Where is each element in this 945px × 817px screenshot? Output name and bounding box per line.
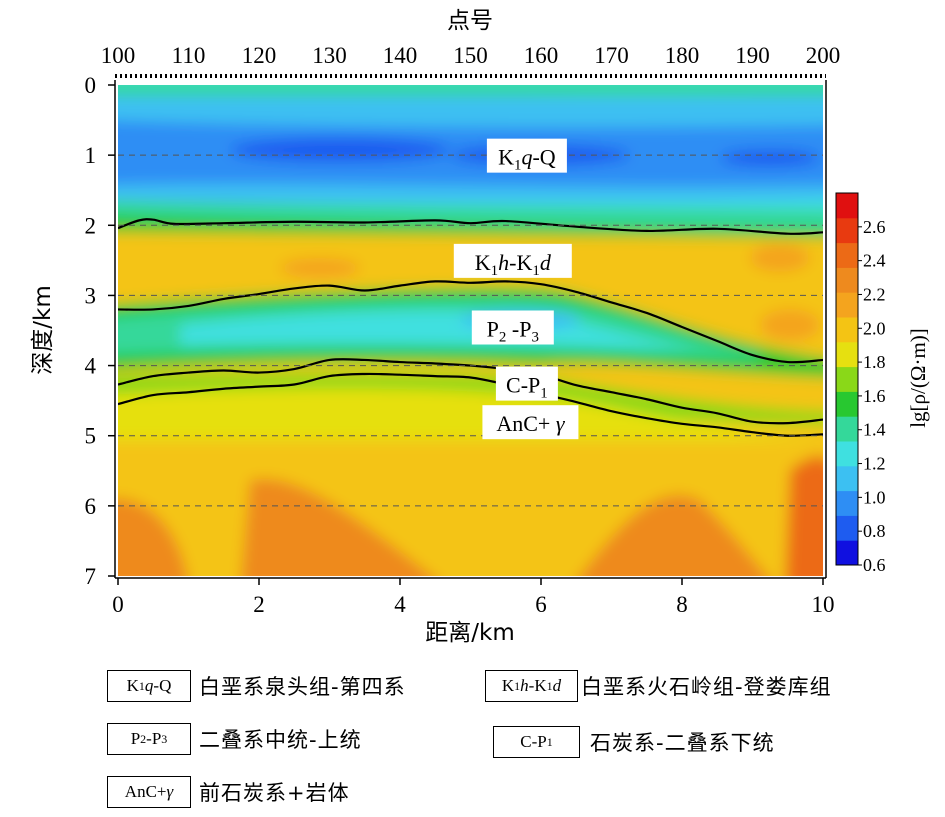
top-tick-label: 130 (312, 43, 347, 68)
top-tick-label: 160 (524, 43, 559, 68)
y-tick-label: 5 (85, 424, 97, 449)
colorbar-swatch (836, 515, 858, 541)
legend-desc-2: 二叠系中统-上统 (199, 728, 362, 752)
legend-code-0: K 1 q -Q (107, 670, 191, 702)
layer-label-1: K1h-K1d (453, 243, 572, 279)
colorbar-swatch (836, 465, 858, 492)
layer-label-3: C-P1 (495, 366, 558, 402)
y-tick-label: 0 (85, 73, 97, 98)
colorbar-swatch (836, 242, 858, 268)
y-tick-label: 2 (85, 213, 97, 238)
colorbar-tick-label: 1.2 (863, 454, 886, 474)
top-tick-label: 150 (453, 43, 488, 68)
colorbar-tick-label: 2.2 (863, 284, 886, 304)
top-axis-title: 点号 (447, 8, 493, 34)
top-tick-label: 200 (806, 43, 841, 68)
boundary-b1 (118, 218, 823, 235)
colorbar-swatch (836, 540, 858, 566)
colorbar-tick-label: 2.0 (863, 318, 886, 338)
top-tick-label: 180 (665, 43, 700, 68)
boundary-b4 (118, 372, 823, 437)
legend-desc-3: 石炭系-二叠系下统 (590, 731, 775, 755)
top-tick-label: 140 (383, 43, 418, 68)
layer-labels: K1q-Q K1h-K1d P2 -P3 C-P1 AnC+ γ (453, 138, 579, 440)
x-tick-label: 10 (812, 592, 835, 617)
colorbar-swatch (836, 317, 858, 343)
top-tick-label: 170 (594, 43, 629, 68)
y-tick-label: 6 (85, 494, 97, 519)
legend-code-4: AnC+ γ (107, 776, 191, 808)
colorbar-tick-label: 0.6 (863, 555, 886, 575)
top-tick-label: 190 (735, 43, 770, 68)
svg-text:P2 -P3: P2 -P3 (487, 317, 539, 346)
colorbar-swatch (836, 217, 858, 244)
legend-desc-0: 白垩系泉头组-第四系 (199, 675, 406, 699)
colorbar-tick-label: 1.0 (863, 487, 886, 507)
colorbar-tick-label: 2.6 (863, 217, 886, 237)
svg-text:K1h-K1d: K1h-K1d (475, 250, 552, 279)
top-tick-label: 110 (172, 43, 206, 68)
colorbar-swatch (836, 366, 858, 392)
colorbar-tick-label: 2.4 (863, 251, 886, 271)
colorbar-swatch (836, 267, 858, 293)
x-axis-title: 距离/km (425, 620, 514, 646)
colorbar-swatch (836, 416, 858, 442)
colorbar-tick-label: 1.8 (863, 352, 886, 372)
resistivity-field (118, 85, 823, 576)
colorbar-title: lg[ρ/(Ω·m)] (906, 328, 930, 428)
colorbar-swatch (836, 391, 858, 417)
layer-label-2: P2 -P3 (471, 310, 554, 346)
colorbar-swatch (836, 292, 858, 318)
legend-desc-4: 前石炭系+岩体 (199, 781, 350, 805)
x-tick-label: 4 (394, 592, 406, 617)
colorbar-swatch (836, 193, 858, 219)
y-tick-label: 7 (85, 564, 97, 589)
depth-gridlines (118, 154, 823, 507)
boundary-b2 (118, 280, 823, 364)
top-tick-label: 120 (242, 43, 277, 68)
y-tick-label: 3 (85, 283, 97, 308)
top-tick-label: 100 (101, 43, 136, 68)
y-tick-label: 4 (85, 354, 97, 379)
x-tick-label: 8 (676, 592, 688, 617)
x-tick-label: 0 (112, 592, 124, 617)
y-axis-title: 深度/km (30, 285, 56, 374)
layer-label-4: AnC+ γ (482, 405, 579, 440)
colorbar-tick-label: 1.6 (863, 386, 886, 406)
svg-text:K1q-Q: K1q-Q (498, 145, 556, 174)
layer-label-0: K1q-Q (486, 138, 567, 174)
legend-desc-1: 白垩系火石岭组-登娄库组 (581, 675, 832, 699)
colorbar-tick-label: 0.8 (863, 521, 886, 541)
colorbar-swatch (836, 490, 858, 516)
svg-text:AnC+ γ: AnC+ γ (496, 411, 565, 436)
x-tick-label: 6 (535, 592, 547, 617)
svg-text:C-P1: C-P1 (506, 373, 548, 402)
legend-code-1: K 1 h -K 1 d (485, 670, 578, 702)
legend-code-3: C-P 1 (493, 726, 580, 758)
colorbar: 2.6 2.4 2.2 2.0 1.8 1.6 1.4 1.2 1.0 0.8 0.6 lg[ρ/(Ω… (835, 192, 930, 575)
y-tick-label: 1 (85, 143, 97, 168)
colorbar-swatch (836, 341, 858, 368)
colorbar-swatch (836, 441, 858, 467)
colorbar-tick-label: 1.4 (863, 420, 886, 440)
x-tick-label: 2 (253, 592, 265, 617)
